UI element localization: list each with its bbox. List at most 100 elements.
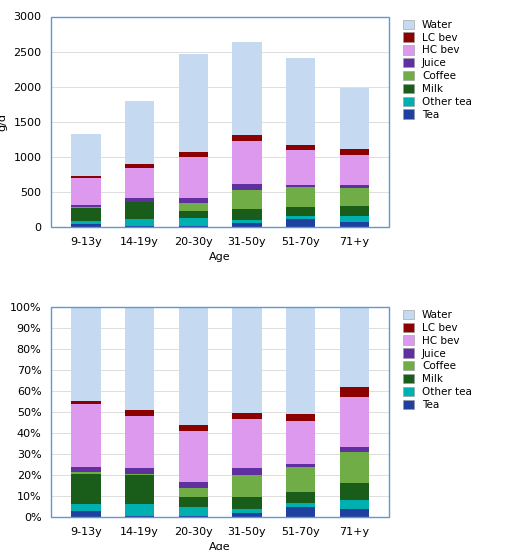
- Bar: [125, 410, 155, 416]
- Bar: [286, 306, 315, 414]
- Bar: [125, 504, 155, 516]
- Bar: [286, 503, 315, 507]
- Bar: [232, 497, 262, 509]
- Bar: [125, 475, 155, 504]
- Bar: [179, 218, 208, 226]
- Bar: [232, 223, 262, 227]
- Bar: [71, 504, 101, 511]
- Bar: [125, 198, 155, 201]
- Bar: [286, 185, 315, 187]
- Bar: [125, 101, 155, 164]
- Bar: [71, 221, 101, 224]
- Bar: [339, 387, 369, 397]
- Bar: [232, 220, 262, 223]
- Bar: [339, 397, 369, 447]
- Bar: [232, 135, 262, 141]
- Bar: [179, 488, 208, 497]
- Bar: [179, 203, 208, 211]
- Bar: [71, 224, 101, 227]
- Bar: [339, 483, 369, 499]
- Bar: [232, 209, 262, 220]
- Bar: [125, 301, 155, 410]
- Bar: [232, 141, 262, 184]
- Bar: [125, 516, 155, 517]
- Bar: [125, 416, 155, 468]
- X-axis label: Age: Age: [209, 542, 231, 550]
- Bar: [179, 54, 208, 152]
- Bar: [71, 472, 101, 474]
- Bar: [71, 178, 101, 205]
- Bar: [286, 464, 315, 467]
- Bar: [71, 467, 101, 472]
- Bar: [125, 474, 155, 475]
- Bar: [232, 513, 262, 517]
- Legend: Water, LC bev, HC bev, Juice, Coffee, Milk, Other tea, Tea: Water, LC bev, HC bev, Juice, Coffee, Mi…: [401, 307, 474, 412]
- Bar: [339, 149, 369, 155]
- Bar: [286, 216, 315, 219]
- Bar: [71, 511, 101, 517]
- Bar: [179, 211, 208, 218]
- Bar: [71, 208, 101, 221]
- Bar: [179, 226, 208, 227]
- Bar: [286, 187, 315, 207]
- Bar: [179, 482, 208, 488]
- Bar: [71, 205, 101, 207]
- Bar: [339, 447, 369, 452]
- Bar: [339, 216, 369, 222]
- Bar: [286, 492, 315, 503]
- Bar: [71, 404, 101, 467]
- Bar: [232, 419, 262, 469]
- Bar: [286, 219, 315, 227]
- Bar: [339, 185, 369, 188]
- Bar: [286, 421, 315, 464]
- Bar: [179, 425, 208, 431]
- Bar: [71, 401, 101, 404]
- Bar: [339, 509, 369, 517]
- Bar: [71, 207, 101, 208]
- Y-axis label: g/d: g/d: [0, 113, 8, 131]
- X-axis label: Age: Age: [209, 252, 231, 262]
- Bar: [286, 414, 315, 421]
- Bar: [125, 201, 155, 202]
- Bar: [286, 467, 315, 492]
- Bar: [339, 499, 369, 509]
- Bar: [232, 307, 262, 412]
- Bar: [179, 507, 208, 516]
- Bar: [179, 431, 208, 482]
- Bar: [71, 474, 101, 504]
- Bar: [286, 150, 315, 185]
- Bar: [125, 168, 155, 198]
- Bar: [125, 219, 155, 226]
- Bar: [125, 468, 155, 474]
- Bar: [179, 198, 208, 203]
- Bar: [179, 152, 208, 157]
- Bar: [286, 58, 315, 145]
- Bar: [232, 412, 262, 419]
- Bar: [71, 304, 101, 401]
- Bar: [125, 164, 155, 168]
- Legend: Water, LC bev, HC bev, Juice, Coffee, Milk, Other tea, Tea: Water, LC bev, HC bev, Juice, Coffee, Mi…: [401, 18, 474, 122]
- Bar: [232, 190, 262, 209]
- Bar: [339, 294, 369, 387]
- Bar: [339, 206, 369, 216]
- Bar: [179, 305, 208, 425]
- Bar: [232, 42, 262, 135]
- Bar: [339, 452, 369, 483]
- Bar: [339, 222, 369, 227]
- Bar: [232, 475, 262, 497]
- Bar: [125, 226, 155, 227]
- Bar: [339, 188, 369, 206]
- Bar: [339, 88, 369, 149]
- Bar: [125, 202, 155, 219]
- Bar: [179, 157, 208, 198]
- Bar: [232, 469, 262, 475]
- Bar: [232, 184, 262, 190]
- Bar: [286, 207, 315, 216]
- Bar: [179, 516, 208, 517]
- Bar: [71, 134, 101, 177]
- Bar: [232, 509, 262, 513]
- Bar: [71, 177, 101, 178]
- Bar: [179, 497, 208, 507]
- Bar: [286, 145, 315, 150]
- Bar: [286, 507, 315, 517]
